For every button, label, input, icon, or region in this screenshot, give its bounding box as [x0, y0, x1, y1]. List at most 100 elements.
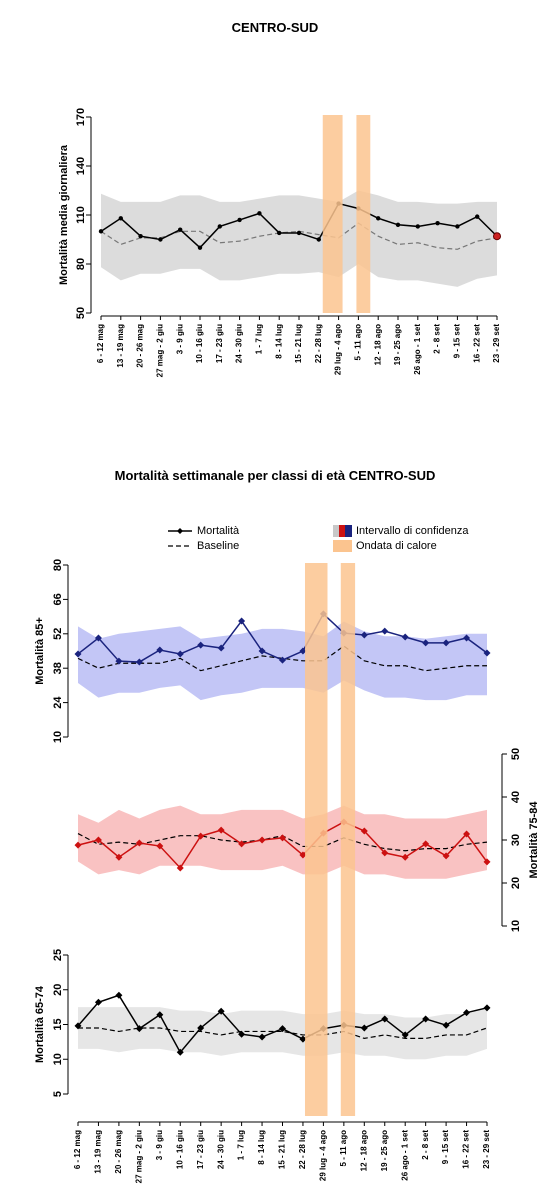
data-point: [118, 216, 124, 221]
y-tick-label: 80: [75, 258, 87, 270]
x-tick-label: 8 - 14 lug: [257, 1130, 266, 1165]
x-tick-label: 10 - 16 giu: [175, 1130, 184, 1169]
y-tick-label: 20: [510, 877, 522, 889]
x-tick-label: 13 - 19 mag: [116, 324, 125, 368]
data-point: [115, 657, 123, 665]
y-tick-label: 25: [52, 949, 64, 961]
data-point: [238, 617, 246, 625]
x-tick-label: 2 - 8 set: [421, 1130, 430, 1160]
data-point: [135, 839, 143, 847]
data-point: [376, 216, 381, 221]
data-point: [279, 656, 286, 664]
data-point: [197, 641, 205, 649]
data-point: [401, 1031, 409, 1039]
data-point: [279, 834, 286, 842]
x-tick-label: 5 - 11 ago: [354, 324, 363, 361]
confidence-band: [78, 805, 487, 879]
x-tick-label: 1 - 7 lug: [255, 324, 264, 354]
data-point: [493, 232, 501, 241]
data-point: [176, 650, 184, 658]
data-point: [74, 841, 82, 849]
x-tick-label: 3 - 9 giu: [155, 1130, 164, 1160]
x-tick-label: 13 - 19 mag: [94, 1130, 103, 1174]
data-point: [442, 1021, 450, 1029]
x-tick-label: 12 - 18 ago: [373, 324, 382, 365]
data-point: [483, 649, 491, 657]
data-point: [360, 827, 368, 835]
data-point: [258, 836, 266, 844]
confidence-band: [78, 1007, 487, 1060]
x-tick-label: 23 - 29 set: [492, 324, 501, 363]
data-point: [299, 647, 307, 655]
legend-swatch: [333, 540, 352, 552]
y-tick-label: 170: [75, 108, 87, 126]
x-tick-label: 16 - 22 set: [472, 324, 481, 363]
x-tick-label: 9 - 15 set: [441, 1130, 450, 1165]
data-point: [217, 224, 222, 229]
data-point: [415, 224, 420, 229]
x-tick-label: 24 - 30 giu: [216, 1130, 225, 1169]
y-tick-label: 50: [75, 307, 87, 319]
x-tick-label: 6 - 12 mag: [96, 324, 105, 363]
y-tick-label: 10: [52, 731, 64, 743]
y-tick-label: 20: [52, 984, 64, 996]
data-point: [158, 237, 163, 242]
heat-wave: [340, 563, 356, 1116]
data-point: [156, 842, 164, 850]
data-point: [395, 222, 401, 227]
x-tick-label: 17 - 23 giu: [215, 324, 224, 363]
data-point: [176, 864, 184, 872]
chart-title: Mortalità settimanale per classi di età …: [115, 468, 436, 483]
data-point: [217, 1007, 225, 1015]
x-tick-label: 3 - 9 giu: [175, 324, 184, 354]
data-point: [401, 853, 409, 861]
x-tick-label: 6 - 12 mag: [73, 1130, 82, 1169]
x-tick-label: 27 mag - 2 giu: [156, 324, 165, 377]
data-point: [197, 245, 203, 250]
y-tick-label: 40: [510, 791, 522, 803]
legend-swatch: [339, 525, 346, 537]
data-point: [74, 1022, 82, 1030]
data-point: [475, 214, 480, 219]
data-point: [237, 217, 242, 223]
data-point: [422, 639, 430, 647]
x-tick-label: 20 - 26 mag: [136, 324, 145, 368]
data-point: [442, 852, 450, 860]
data-point: [156, 1011, 164, 1019]
data-point: [197, 832, 205, 840]
y-tick-label: 52: [52, 628, 64, 640]
x-tick-label: 22 - 28 lug: [298, 1130, 307, 1169]
data-point: [381, 627, 389, 635]
data-point: [463, 1009, 471, 1017]
data-point: [316, 237, 321, 242]
x-tick-label: 29 lug - 4 ago: [334, 324, 343, 375]
x-tick-label: 20 - 26 mag: [114, 1130, 123, 1174]
x-tick-label: 8 - 14 lug: [274, 324, 283, 359]
y-tick-label: 5: [52, 1091, 64, 1097]
x-tick-label: 23 - 29 set: [482, 1130, 491, 1169]
data-point: [442, 639, 450, 647]
y-tick-label: 15: [52, 1018, 64, 1030]
data-point: [115, 991, 123, 999]
data-point: [455, 224, 460, 229]
y-tick-label: 24: [52, 696, 64, 709]
legend-marker: [177, 528, 183, 534]
data-point: [381, 849, 389, 857]
x-tick-label: 9 - 15 set: [453, 324, 462, 359]
confidence-band: [101, 190, 497, 287]
x-tick-label: 24 - 30 giu: [235, 324, 244, 363]
data-point: [115, 853, 123, 861]
legend-swatch: [333, 525, 340, 537]
data-point: [94, 998, 102, 1006]
x-tick-label: 19 - 25 ago: [380, 1130, 389, 1171]
chart-title: CENTRO-SUD: [232, 20, 319, 35]
data-point: [257, 211, 262, 216]
x-tick-label: 15 - 21 lug: [278, 1130, 287, 1169]
data-point: [401, 633, 409, 641]
data-point: [135, 658, 143, 666]
data-point: [94, 836, 102, 844]
data-point: [258, 1033, 266, 1041]
x-tick-label: 2 - 8 set: [433, 324, 442, 354]
x-tick-label: 26 ago - 1 set: [413, 324, 422, 375]
